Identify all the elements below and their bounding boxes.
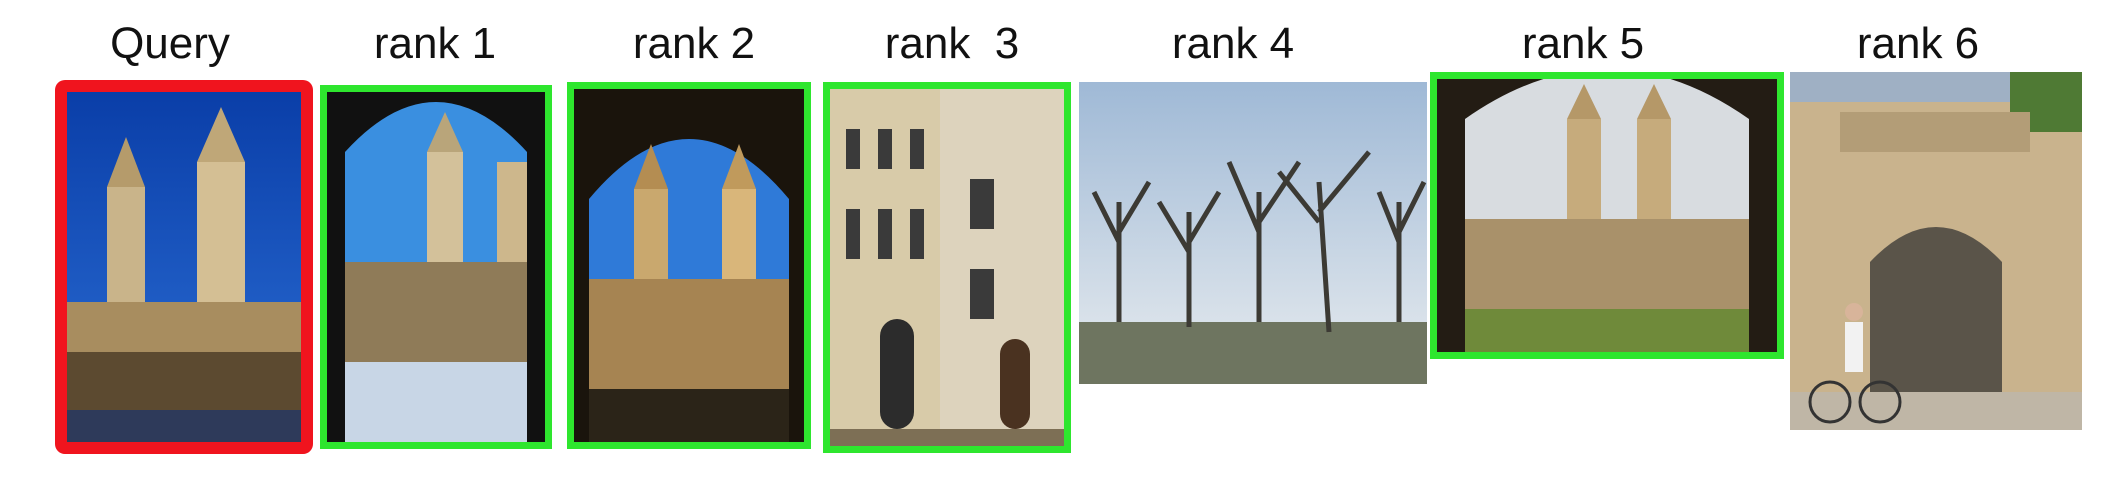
query-label: Query xyxy=(110,19,230,68)
query-image[interactable] xyxy=(55,80,313,454)
rank-6-label: rank 6 xyxy=(1856,19,1980,68)
rank-5-image[interactable] xyxy=(1430,72,1784,359)
rank-2-image[interactable] xyxy=(567,82,811,449)
rank-5-label: rank 5 xyxy=(1521,19,1645,68)
rank-3-label: rank 3 xyxy=(884,19,1020,68)
rank-2-label: rank 2 xyxy=(632,19,756,68)
rank-4-image[interactable] xyxy=(1079,82,1427,384)
rank-4-label: rank 4 xyxy=(1171,19,1295,68)
rank-6-image[interactable] xyxy=(1790,72,2082,430)
rank-1-label: rank 1 xyxy=(373,19,497,68)
rank-3-image[interactable] xyxy=(823,82,1071,453)
rank-1-image[interactable] xyxy=(320,85,552,449)
